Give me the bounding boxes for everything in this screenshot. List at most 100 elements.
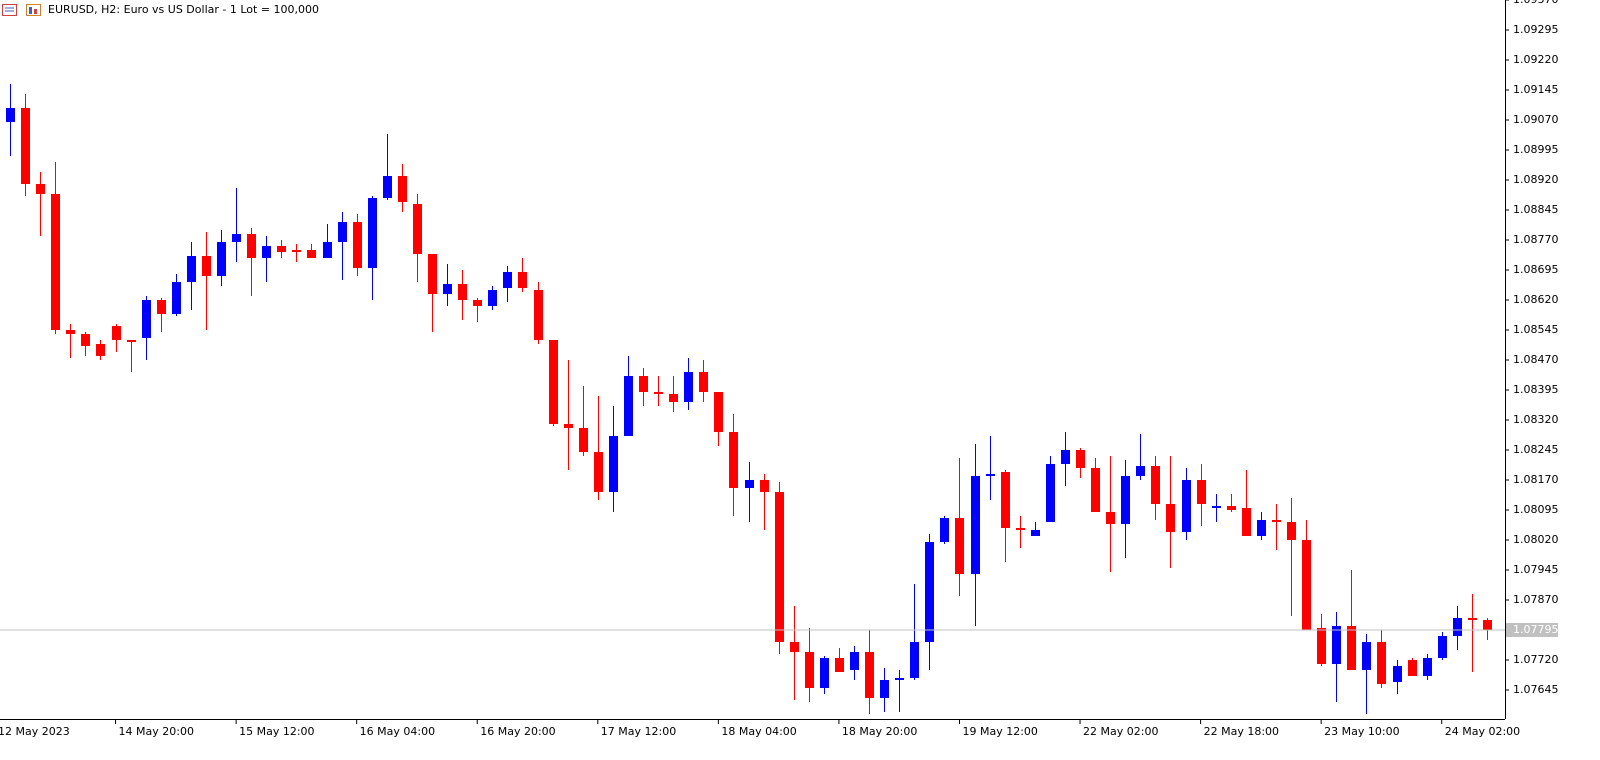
candle-body: [1362, 642, 1371, 670]
candle-body: [157, 300, 166, 314]
candle-body: [488, 290, 497, 306]
candle-body: [775, 492, 784, 642]
candle-body: [6, 108, 15, 122]
candle-body: [217, 242, 226, 276]
y-tick-label: 1.08320: [1513, 413, 1559, 426]
candle-body: [1091, 468, 1100, 512]
candle-body: [1483, 620, 1492, 630]
candle-body: [1046, 464, 1055, 522]
candle-body: [609, 436, 618, 492]
candle-body: [338, 222, 347, 242]
candle-body: [473, 300, 482, 306]
plot-area: [6, 84, 1492, 714]
candle-body: [1438, 636, 1447, 658]
candle-body: [1121, 476, 1130, 524]
candle-body: [262, 246, 271, 258]
x-tick-label: 24 May 02:00: [1445, 725, 1520, 738]
candle-body: [955, 518, 964, 574]
candle-body: [986, 474, 995, 476]
y-tick-label: 1.08095: [1513, 503, 1559, 516]
y-tick-label: 1.08470: [1513, 353, 1559, 366]
candle-body: [1076, 450, 1085, 468]
candle-body: [1468, 618, 1477, 620]
candle-body: [1332, 626, 1341, 664]
symbol-icons: [2, 4, 41, 16]
candle-body: [187, 256, 196, 282]
x-tick-label: 22 May 18:00: [1204, 725, 1279, 738]
candle-body: [1393, 666, 1402, 682]
y-tick-label: 1.09070: [1513, 113, 1559, 126]
candle-body: [142, 300, 151, 338]
candle-body: [112, 326, 121, 340]
candle-body: [21, 108, 30, 184]
candle-body: [549, 340, 558, 424]
candle-body: [1227, 506, 1236, 510]
y-tick-label: 1.07870: [1513, 593, 1559, 606]
chart-title: EURUSD, H2: Euro vs US Dollar - 1 Lot = …: [48, 3, 319, 16]
y-tick-label: 1.08995: [1513, 143, 1559, 156]
y-tick-label: 1.08620: [1513, 293, 1559, 306]
candle-body: [1106, 512, 1115, 524]
candle-body: [579, 428, 588, 452]
candle-body: [66, 330, 75, 334]
candle-body: [729, 432, 738, 488]
candle-body: [654, 392, 663, 394]
y-tick-label: 1.08170: [1513, 473, 1559, 486]
candle-body: [172, 282, 181, 314]
candle-body: [368, 198, 377, 268]
candle-body: [51, 194, 60, 330]
candle-body: [383, 176, 392, 198]
candle-body: [1302, 540, 1311, 630]
candle-body: [1257, 520, 1266, 536]
candle-body: [1423, 658, 1432, 676]
candle-body: [232, 234, 241, 242]
candle-body: [127, 340, 136, 342]
candle-body: [247, 234, 256, 258]
x-tick-label: 18 May 20:00: [842, 725, 917, 738]
y-tick-label: 1.09370: [1513, 0, 1559, 6]
candle-body: [1377, 642, 1386, 684]
candle-body: [518, 272, 527, 288]
candle-body: [292, 250, 301, 252]
icon-list: [2, 4, 17, 16]
candle-body: [202, 256, 211, 276]
candle-body: [910, 642, 919, 678]
x-tick-label: 15 May 12:00: [239, 725, 314, 738]
candle-body: [1242, 508, 1251, 536]
candle-body: [1453, 618, 1462, 636]
x-tick-label: 18 May 04:00: [721, 725, 796, 738]
candle-body: [1001, 472, 1010, 528]
y-tick-label: 1.09295: [1513, 23, 1559, 36]
candle-body: [277, 246, 286, 252]
candle-body: [503, 272, 512, 288]
candle-body: [1197, 480, 1206, 504]
candle-body: [714, 392, 723, 432]
last-price-label: 1.07795: [1513, 623, 1559, 636]
candle-body: [1347, 626, 1356, 670]
x-tick-label: 16 May 20:00: [480, 725, 555, 738]
y-tick-label: 1.08395: [1513, 383, 1559, 396]
candle-body: [669, 394, 678, 402]
candle-body: [1016, 528, 1025, 530]
x-tick-label: 22 May 02:00: [1083, 725, 1158, 738]
y-tick-label: 1.07720: [1513, 653, 1559, 666]
x-tick-label: 19 May 12:00: [962, 725, 1037, 738]
y-tick-label: 1.07645: [1513, 683, 1559, 696]
candle-body: [850, 652, 859, 670]
candle-body: [307, 250, 316, 258]
y-tick-label: 1.08920: [1513, 173, 1559, 186]
candle-body: [1272, 520, 1281, 522]
candle-body: [1212, 506, 1221, 508]
y-tick-label: 1.08695: [1513, 263, 1559, 276]
candle-body: [971, 476, 980, 574]
last-price-box: [1506, 623, 1558, 637]
candle-body: [1317, 628, 1326, 664]
candle-body: [790, 642, 799, 652]
candle-body: [564, 424, 573, 428]
candle-body: [895, 678, 904, 680]
candle-body: [428, 254, 437, 294]
candle-body: [458, 284, 467, 300]
candle-body: [835, 658, 844, 672]
